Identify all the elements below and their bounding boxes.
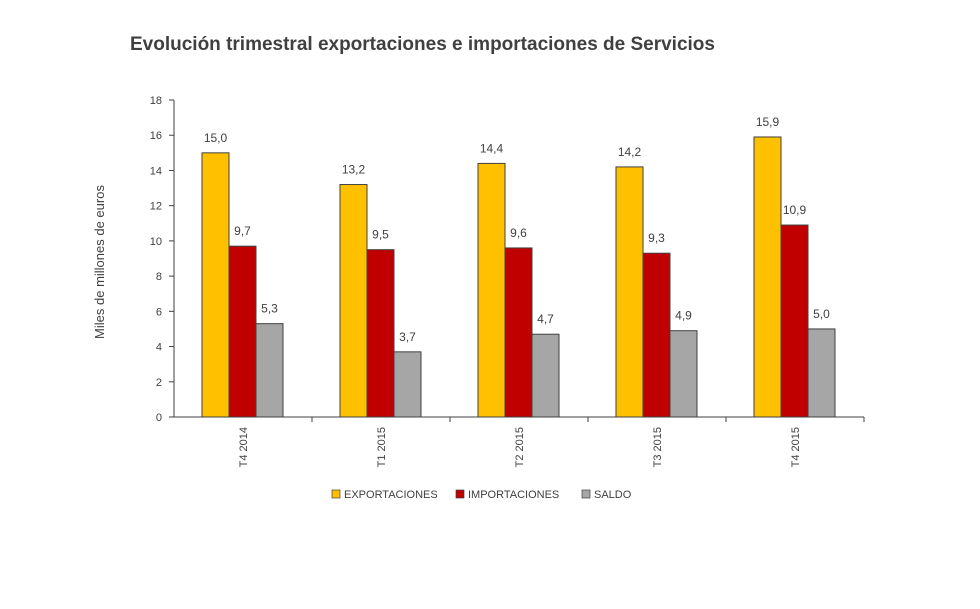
bar-exportaciones bbox=[477, 162, 506, 418]
data-label: 4,9 bbox=[675, 309, 692, 323]
data-label: 14,2 bbox=[618, 145, 642, 159]
legend-swatch-saldo bbox=[581, 489, 591, 499]
y-tick-label: 8 bbox=[156, 271, 162, 283]
data-label: 9,6 bbox=[510, 226, 527, 240]
y-tick-label: 10 bbox=[150, 236, 162, 248]
data-label: 5,3 bbox=[261, 302, 278, 316]
data-label: 13,2 bbox=[342, 163, 366, 177]
x-tick-label: T1 2015 bbox=[376, 427, 388, 467]
bar-importaciones bbox=[642, 252, 671, 418]
y-tick-label: 12 bbox=[150, 201, 162, 213]
legend-swatch-exportaciones bbox=[331, 489, 341, 499]
legend-label-exportaciones: EXPORTACIONES bbox=[344, 489, 438, 501]
bar-saldo bbox=[393, 351, 422, 418]
y-tick-label: 16 bbox=[150, 130, 162, 142]
legend-swatch-importaciones bbox=[455, 489, 465, 499]
data-label: 15,0 bbox=[204, 131, 228, 145]
bar-saldo bbox=[669, 330, 698, 418]
bar-saldo bbox=[255, 323, 284, 418]
data-label: 9,3 bbox=[648, 231, 665, 245]
chart-title: Evolución trimestral exportaciones e imp… bbox=[130, 34, 715, 55]
bar-exportaciones bbox=[201, 152, 230, 418]
legend-label-importaciones: IMPORTACIONES bbox=[468, 489, 559, 501]
y-tick-label: 2 bbox=[156, 377, 162, 389]
data-label: 3,7 bbox=[399, 330, 416, 344]
data-label: 14,4 bbox=[480, 141, 504, 155]
x-tick-label: T4 2015 bbox=[790, 427, 802, 467]
bar-importaciones bbox=[228, 245, 257, 418]
bar-importaciones bbox=[780, 224, 809, 418]
x-tick-label: T3 2015 bbox=[652, 427, 664, 467]
bar-exportaciones bbox=[339, 184, 368, 418]
y-tick-label: 4 bbox=[156, 342, 162, 354]
y-axis-title: Miles de millones de euros bbox=[92, 185, 107, 339]
bar-exportaciones bbox=[753, 136, 782, 418]
bar-saldo bbox=[807, 328, 836, 418]
x-tick-label: T2 2015 bbox=[514, 427, 526, 467]
y-tick-label: 14 bbox=[150, 165, 162, 177]
bar-exportaciones bbox=[615, 166, 644, 418]
x-tick-label: T4 2014 bbox=[238, 427, 250, 467]
y-tick-label: 18 bbox=[150, 95, 162, 107]
data-label: 9,7 bbox=[234, 224, 251, 238]
data-label: 10,9 bbox=[783, 203, 807, 217]
bar-importaciones bbox=[366, 249, 395, 418]
data-label: 4,7 bbox=[537, 312, 554, 326]
bar-importaciones bbox=[504, 247, 533, 418]
y-tick-label: 6 bbox=[156, 306, 162, 318]
data-label: 5,0 bbox=[813, 307, 830, 321]
legend-label-saldo: SALDO bbox=[594, 489, 632, 501]
y-tick-label: 0 bbox=[156, 412, 162, 424]
bar-saldo bbox=[531, 333, 560, 418]
data-label: 15,9 bbox=[756, 115, 780, 129]
data-label: 9,5 bbox=[372, 228, 389, 242]
